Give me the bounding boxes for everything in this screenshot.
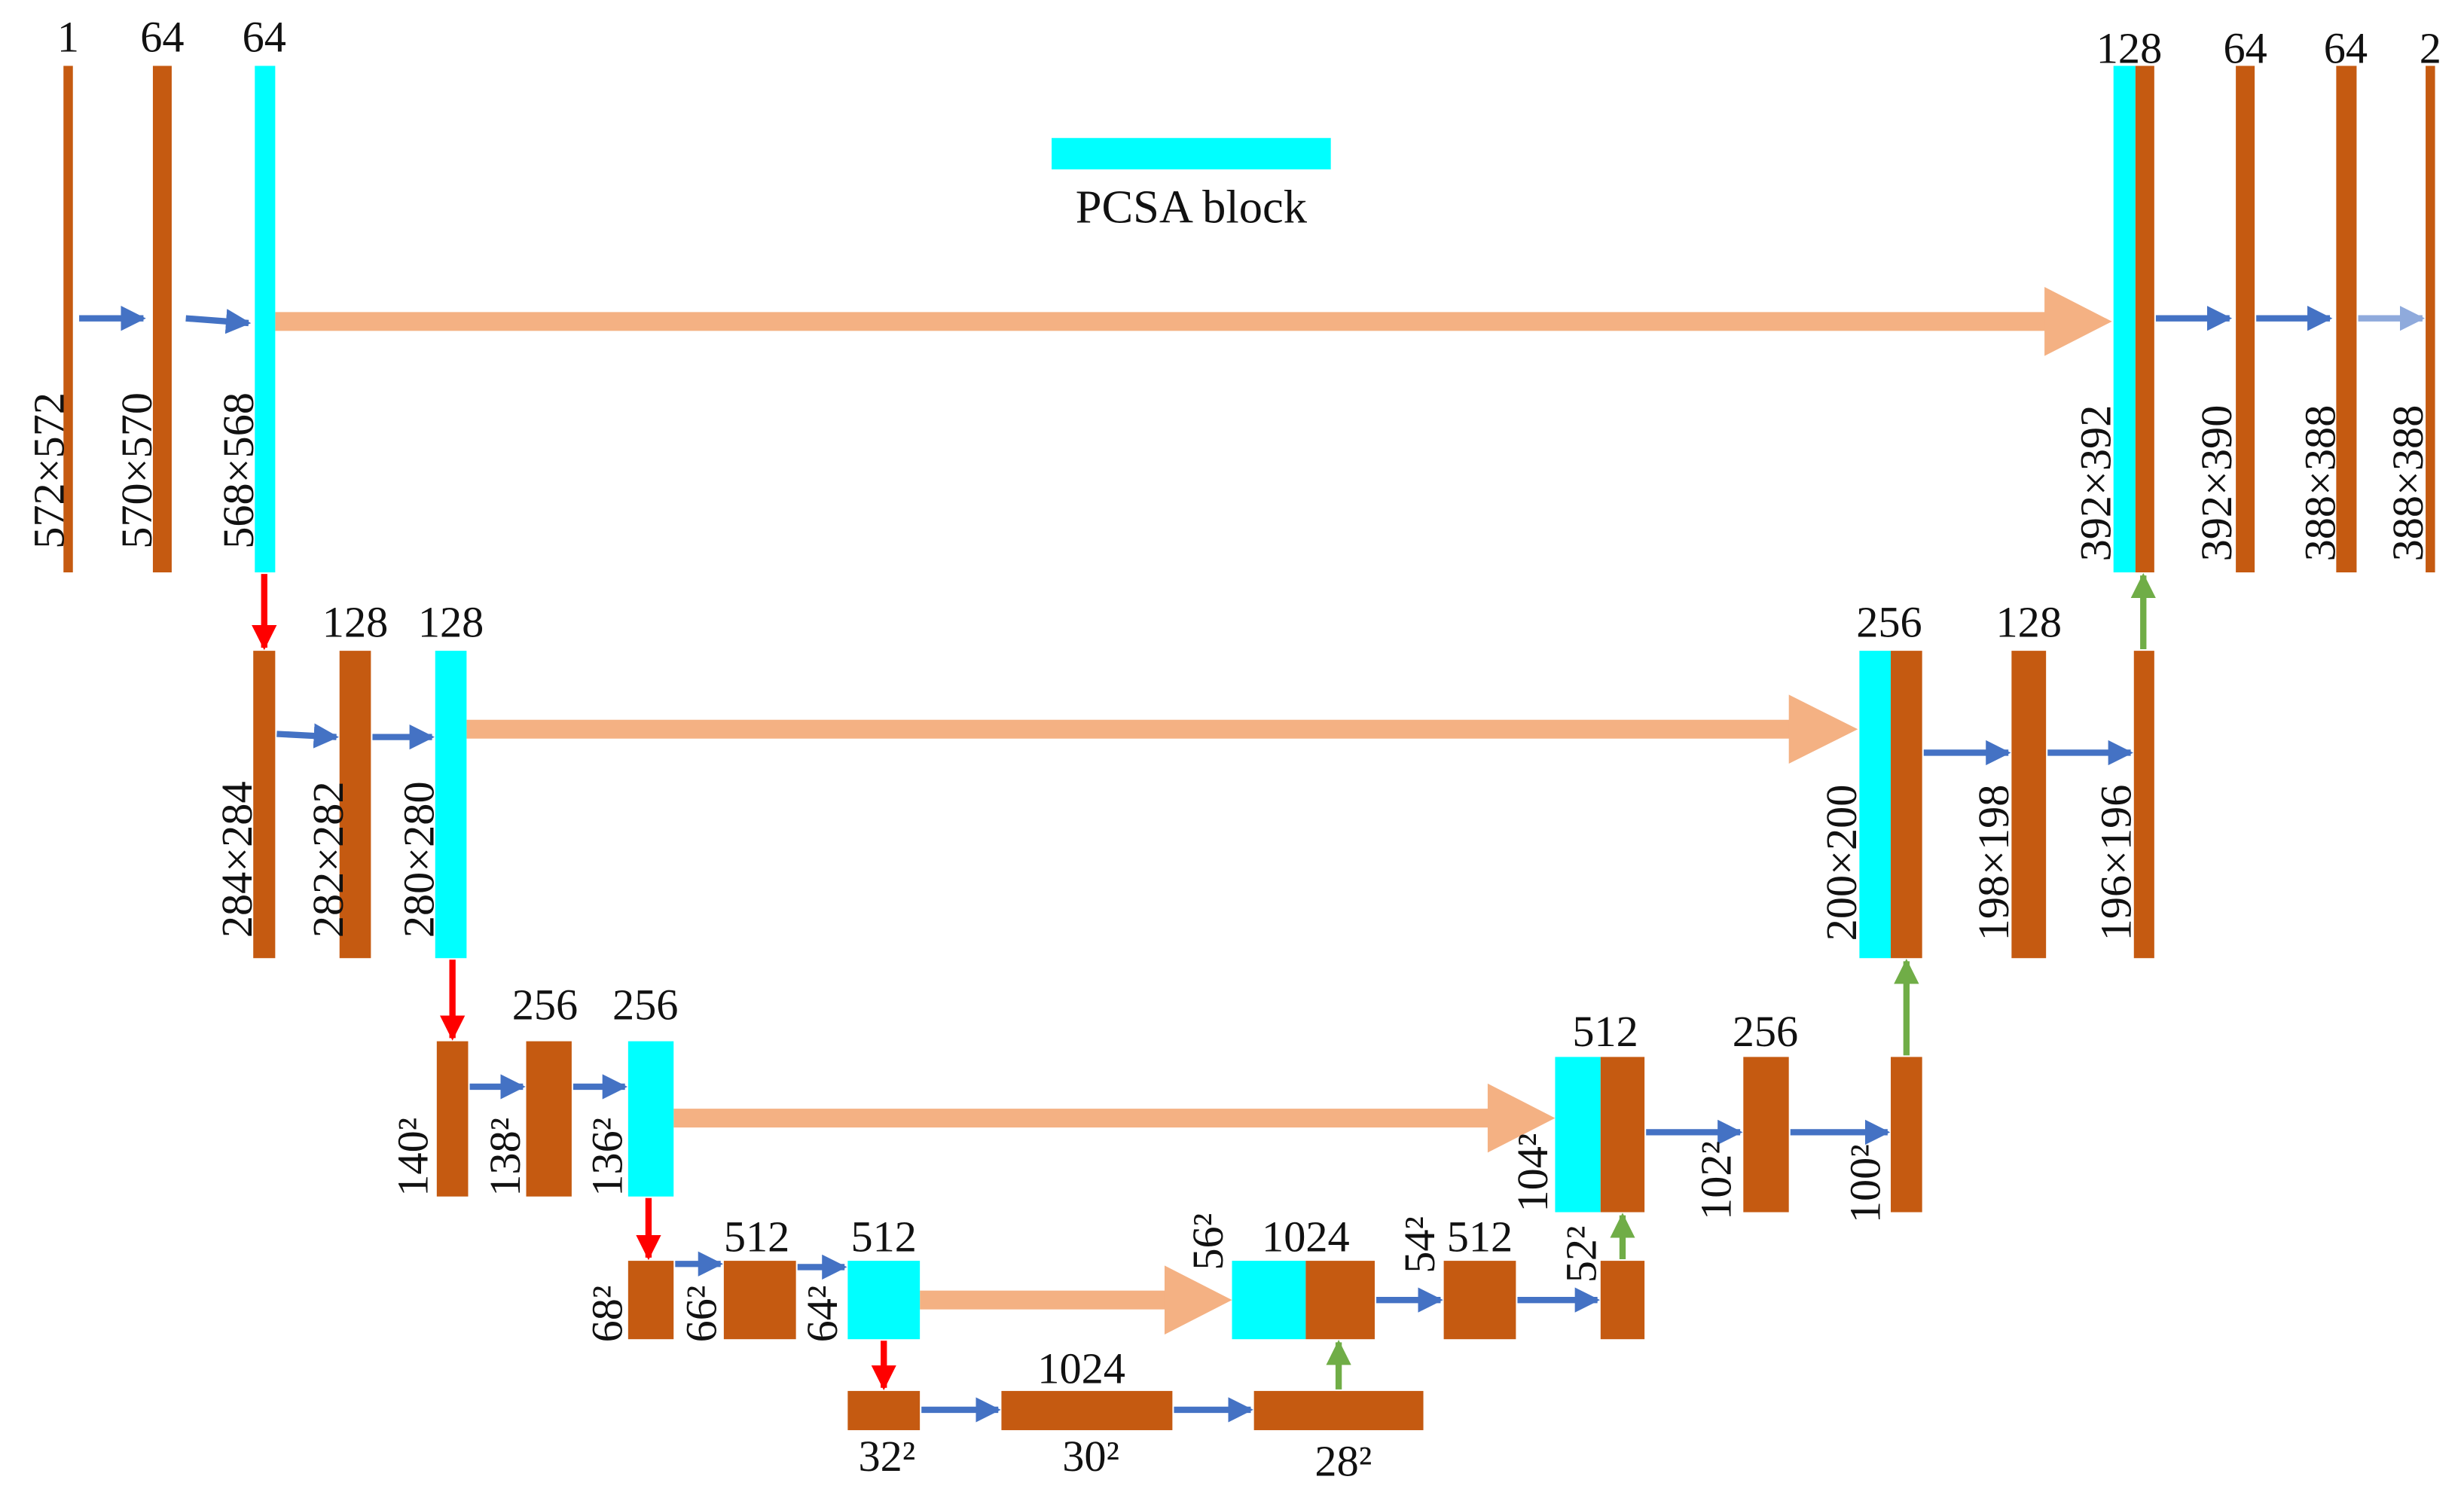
- size-label: 56²: [1183, 1213, 1232, 1271]
- size-label: 30²: [1062, 1432, 1119, 1481]
- channel-label: 128: [1996, 597, 2062, 646]
- size-label: 568×568: [214, 392, 263, 549]
- channel-label: 64: [243, 13, 286, 62]
- feature-map-l4-pooled: [627, 1261, 674, 1340]
- size-label: 140²: [388, 1118, 437, 1197]
- size-label: 54²: [1395, 1216, 1444, 1274]
- feature-map-l5-pooled: [847, 1390, 921, 1430]
- skip-connection-level-3: [673, 1083, 1556, 1153]
- size-label: 388×388: [2383, 405, 2432, 562]
- skip-connection-level-1: [275, 287, 2112, 356]
- size-label: 198×198: [1969, 785, 2018, 941]
- size-label: 102²: [1692, 1141, 1741, 1220]
- pcsa-block-d3: [1555, 1057, 1601, 1213]
- channel-label: 128: [418, 597, 484, 646]
- channel-label: 256: [612, 980, 678, 1029]
- size-label: 200×200: [1817, 785, 1866, 941]
- size-label: 570×570: [112, 392, 161, 549]
- feature-map-d2-conv2: [2133, 651, 2154, 959]
- channel-label: 1024: [1037, 1344, 1125, 1393]
- size-label: 282×282: [304, 781, 353, 938]
- pcsa-block-d1: [2113, 66, 2136, 573]
- pcsa-block-d2: [1859, 651, 1892, 959]
- feature-map-l4-conv1: [723, 1261, 796, 1340]
- channel-label: 128: [322, 597, 388, 646]
- feature-map-d3-conv2: [1891, 1057, 1922, 1213]
- feature-map-d2-upsampled: [1891, 651, 1922, 959]
- feature-map-d1-conv2: [2336, 66, 2357, 573]
- feature-map-d3-conv1: [1743, 1057, 1789, 1213]
- feature-map-l3-pooled: [436, 1041, 469, 1197]
- size-label: 136²: [583, 1118, 632, 1197]
- feature-map-d1-output: [2426, 66, 2435, 573]
- feature-map-l3-conv1: [526, 1041, 572, 1197]
- channel-label: 64: [2324, 23, 2368, 72]
- feature-map-l1-input: [63, 66, 73, 573]
- channel-label: 2: [2420, 23, 2441, 72]
- feature-map-d1-conv1: [2236, 66, 2255, 573]
- size-label: 388×388: [2295, 405, 2344, 562]
- size-label: 284×284: [212, 781, 261, 938]
- size-label: 32²: [859, 1432, 916, 1481]
- channel-label: 512: [1572, 1007, 1638, 1056]
- feature-map-d3-upsampled: [1600, 1057, 1645, 1213]
- conv-arrow-l2-a: [276, 723, 339, 749]
- legend-pcsa-label: PCSA block: [1076, 181, 1308, 233]
- pcsa-block-d4: [1232, 1261, 1306, 1340]
- feature-map-l5-conv1: [1001, 1390, 1173, 1430]
- channel-label: 512: [724, 1213, 789, 1261]
- feature-map-d1-upsampled: [2135, 66, 2154, 573]
- feature-map-l2-conv1: [339, 651, 371, 959]
- size-label: 392×390: [2192, 405, 2241, 562]
- size-label: 52²: [1557, 1225, 1606, 1283]
- size-label: 100²: [1840, 1144, 1889, 1223]
- pcsa-block-l1: [255, 66, 276, 573]
- size-label: 138²: [481, 1118, 530, 1197]
- size-label: 572×572: [24, 392, 73, 549]
- feature-map-l2-pooled: [253, 651, 276, 959]
- size-label: 64²: [798, 1286, 847, 1343]
- size-label: 392×392: [2072, 405, 2121, 562]
- channel-label: 1024: [1262, 1213, 1350, 1261]
- legend-pcsa-swatch: [1052, 138, 1331, 169]
- feature-map-l5-conv2: [1253, 1390, 1424, 1430]
- size-label: 280×280: [395, 781, 444, 938]
- size-label: 68²: [583, 1286, 632, 1343]
- channel-label: 64: [2223, 23, 2267, 72]
- feature-map-d4-upsampled: [1305, 1261, 1375, 1340]
- feature-map-l1-conv1: [152, 66, 172, 573]
- skip-connection-level-2: [466, 694, 1858, 764]
- channel-label: 1: [57, 13, 79, 62]
- channel-label: 256: [1733, 1007, 1798, 1056]
- pcsa-block-l2: [435, 651, 467, 959]
- feature-map-d4-conv1: [1443, 1261, 1516, 1340]
- channel-label: 512: [851, 1213, 917, 1261]
- pcsa-block-l3: [627, 1041, 674, 1197]
- feature-map-d2-conv1: [2011, 651, 2047, 959]
- skip-connection-level-4: [920, 1265, 1232, 1335]
- channel-label: 64: [140, 13, 184, 62]
- pcsa-block-l4: [847, 1261, 921, 1340]
- size-label: 28²: [1314, 1436, 1372, 1485]
- size-label: 104²: [1508, 1133, 1557, 1213]
- size-label: 196×196: [2092, 785, 2141, 941]
- feature-map-d4-conv2: [1600, 1261, 1645, 1340]
- channel-label: 512: [1447, 1213, 1513, 1261]
- conv-arrow-l1-b: [185, 309, 252, 334]
- size-label: 66²: [676, 1286, 725, 1343]
- channel-label: 256: [512, 980, 578, 1029]
- channel-label: 128: [2096, 23, 2162, 72]
- channel-label: 256: [1856, 597, 1922, 646]
